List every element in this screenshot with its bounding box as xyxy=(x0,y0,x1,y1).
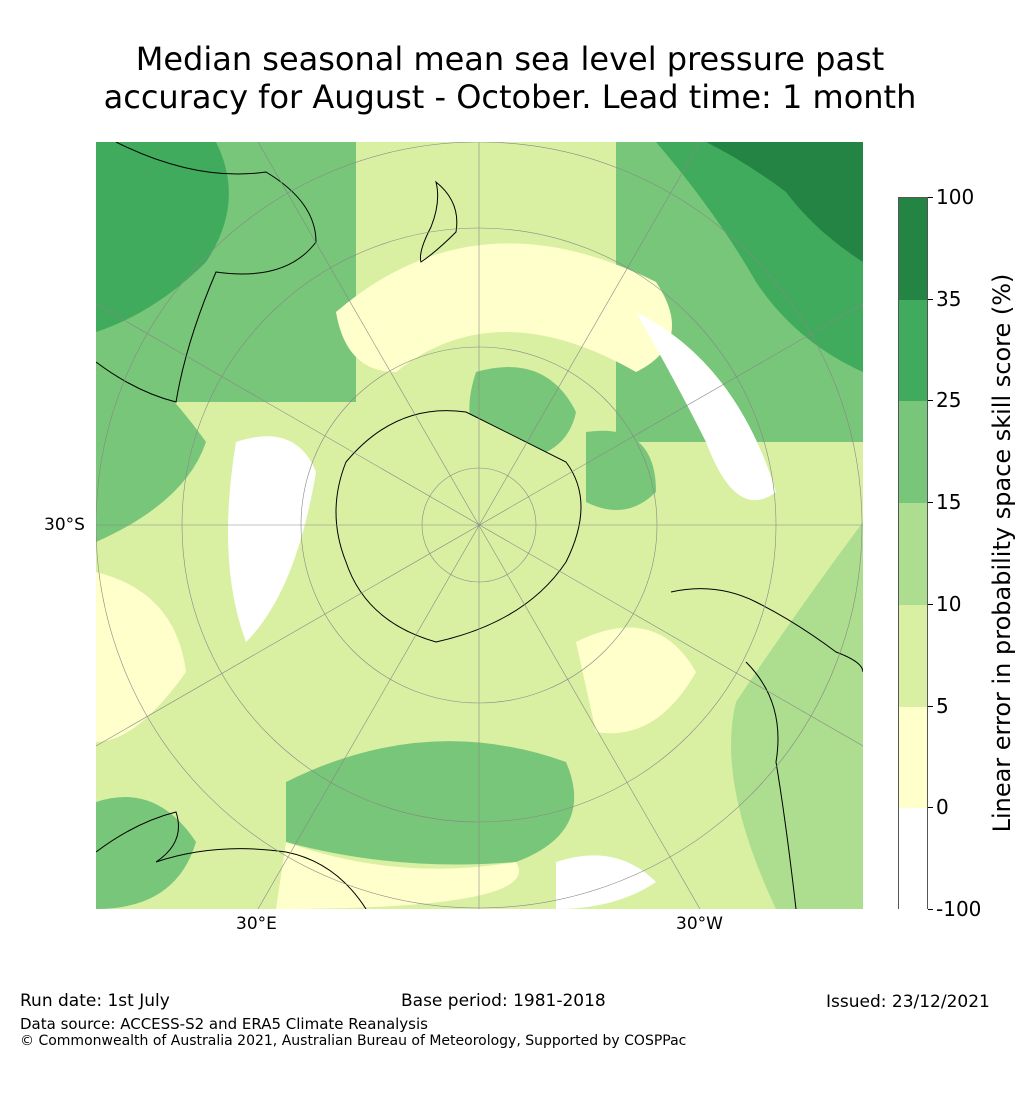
colorbar-label: Linear error in probability space skill … xyxy=(988,273,1016,833)
south-green-band xyxy=(286,741,575,865)
colorbar-tick-label: 15 xyxy=(936,490,962,515)
pale-patch-bottom xyxy=(276,842,519,909)
new-zealand-outline xyxy=(420,180,458,263)
colorbar-tick-label: 35 xyxy=(936,286,962,311)
white-patch-south xyxy=(556,855,656,909)
colorbar-tick-label: 5 xyxy=(936,693,949,718)
colorbar-segment xyxy=(899,706,927,809)
east-green-band xyxy=(731,522,863,909)
lon-label-30w: 30°W xyxy=(676,914,723,934)
west-green-band xyxy=(96,332,206,542)
title-line-1: Median seasonal mean sea level pressure … xyxy=(135,40,885,78)
antarctica xyxy=(335,410,582,643)
base-period: Base period: 1981-2018 xyxy=(401,991,606,1011)
africa-outline xyxy=(96,811,367,909)
title-line-2: accuracy for August - October. Lead time… xyxy=(103,78,917,116)
colorbar-tick-mark xyxy=(928,400,933,402)
colorbar-tick-mark xyxy=(928,705,933,707)
colorbar-tick-mark xyxy=(928,502,933,504)
colorbar-tick-mark xyxy=(928,197,933,198)
colorbar-tick-label: 10 xyxy=(936,591,962,616)
corner-nw-dark-region xyxy=(96,142,229,332)
white-patch-west xyxy=(228,436,316,642)
lon-label-30e: 30°E xyxy=(236,914,277,934)
colorbar-segment xyxy=(899,604,927,707)
colorbar-tick-mark xyxy=(928,298,933,300)
colorbar-segment xyxy=(899,808,927,910)
colorbar-segment xyxy=(899,503,927,605)
colorbar-tick-mark xyxy=(928,807,933,809)
southwest-green-region xyxy=(96,797,196,909)
run-date: Run date: 1st July xyxy=(20,991,170,1011)
corner-ne-darkest-region xyxy=(706,142,863,262)
pale-patch-southwest xyxy=(96,572,186,742)
colorbar-segment xyxy=(899,299,927,402)
lat-label-30s: 30°S xyxy=(44,515,85,535)
south-america-outline xyxy=(670,588,863,673)
colorbar-tick-mark xyxy=(928,909,933,910)
colorbar-tick-label: 0 xyxy=(936,795,949,820)
colorbar-tick-mark xyxy=(928,603,933,605)
australia-outline xyxy=(96,142,317,403)
pale-patch-southeast xyxy=(576,627,696,734)
data-source: Data source: ACCESS-S2 and ERA5 Climate … xyxy=(20,1015,428,1033)
antarctic-east-green xyxy=(586,430,656,510)
pale-ring-north xyxy=(336,243,672,372)
colorbar xyxy=(898,197,928,910)
colorbar-segment xyxy=(899,401,927,504)
white-patch-northeast xyxy=(636,312,776,501)
issued-date: Issued: 23/12/2021 xyxy=(826,992,990,1012)
colorbar-tick-label: 100 xyxy=(936,185,975,209)
copyright: © Commonwealth of Australia 2021, Austra… xyxy=(20,1033,687,1049)
chart-title: Median seasonal mean sea level pressure … xyxy=(0,40,1020,116)
graticule xyxy=(96,142,863,909)
colorbar-tick-label: 25 xyxy=(936,388,962,413)
polar-map xyxy=(96,142,863,909)
colorbar-tick-label: -100 xyxy=(936,897,982,921)
colorbar-segment xyxy=(899,198,927,300)
